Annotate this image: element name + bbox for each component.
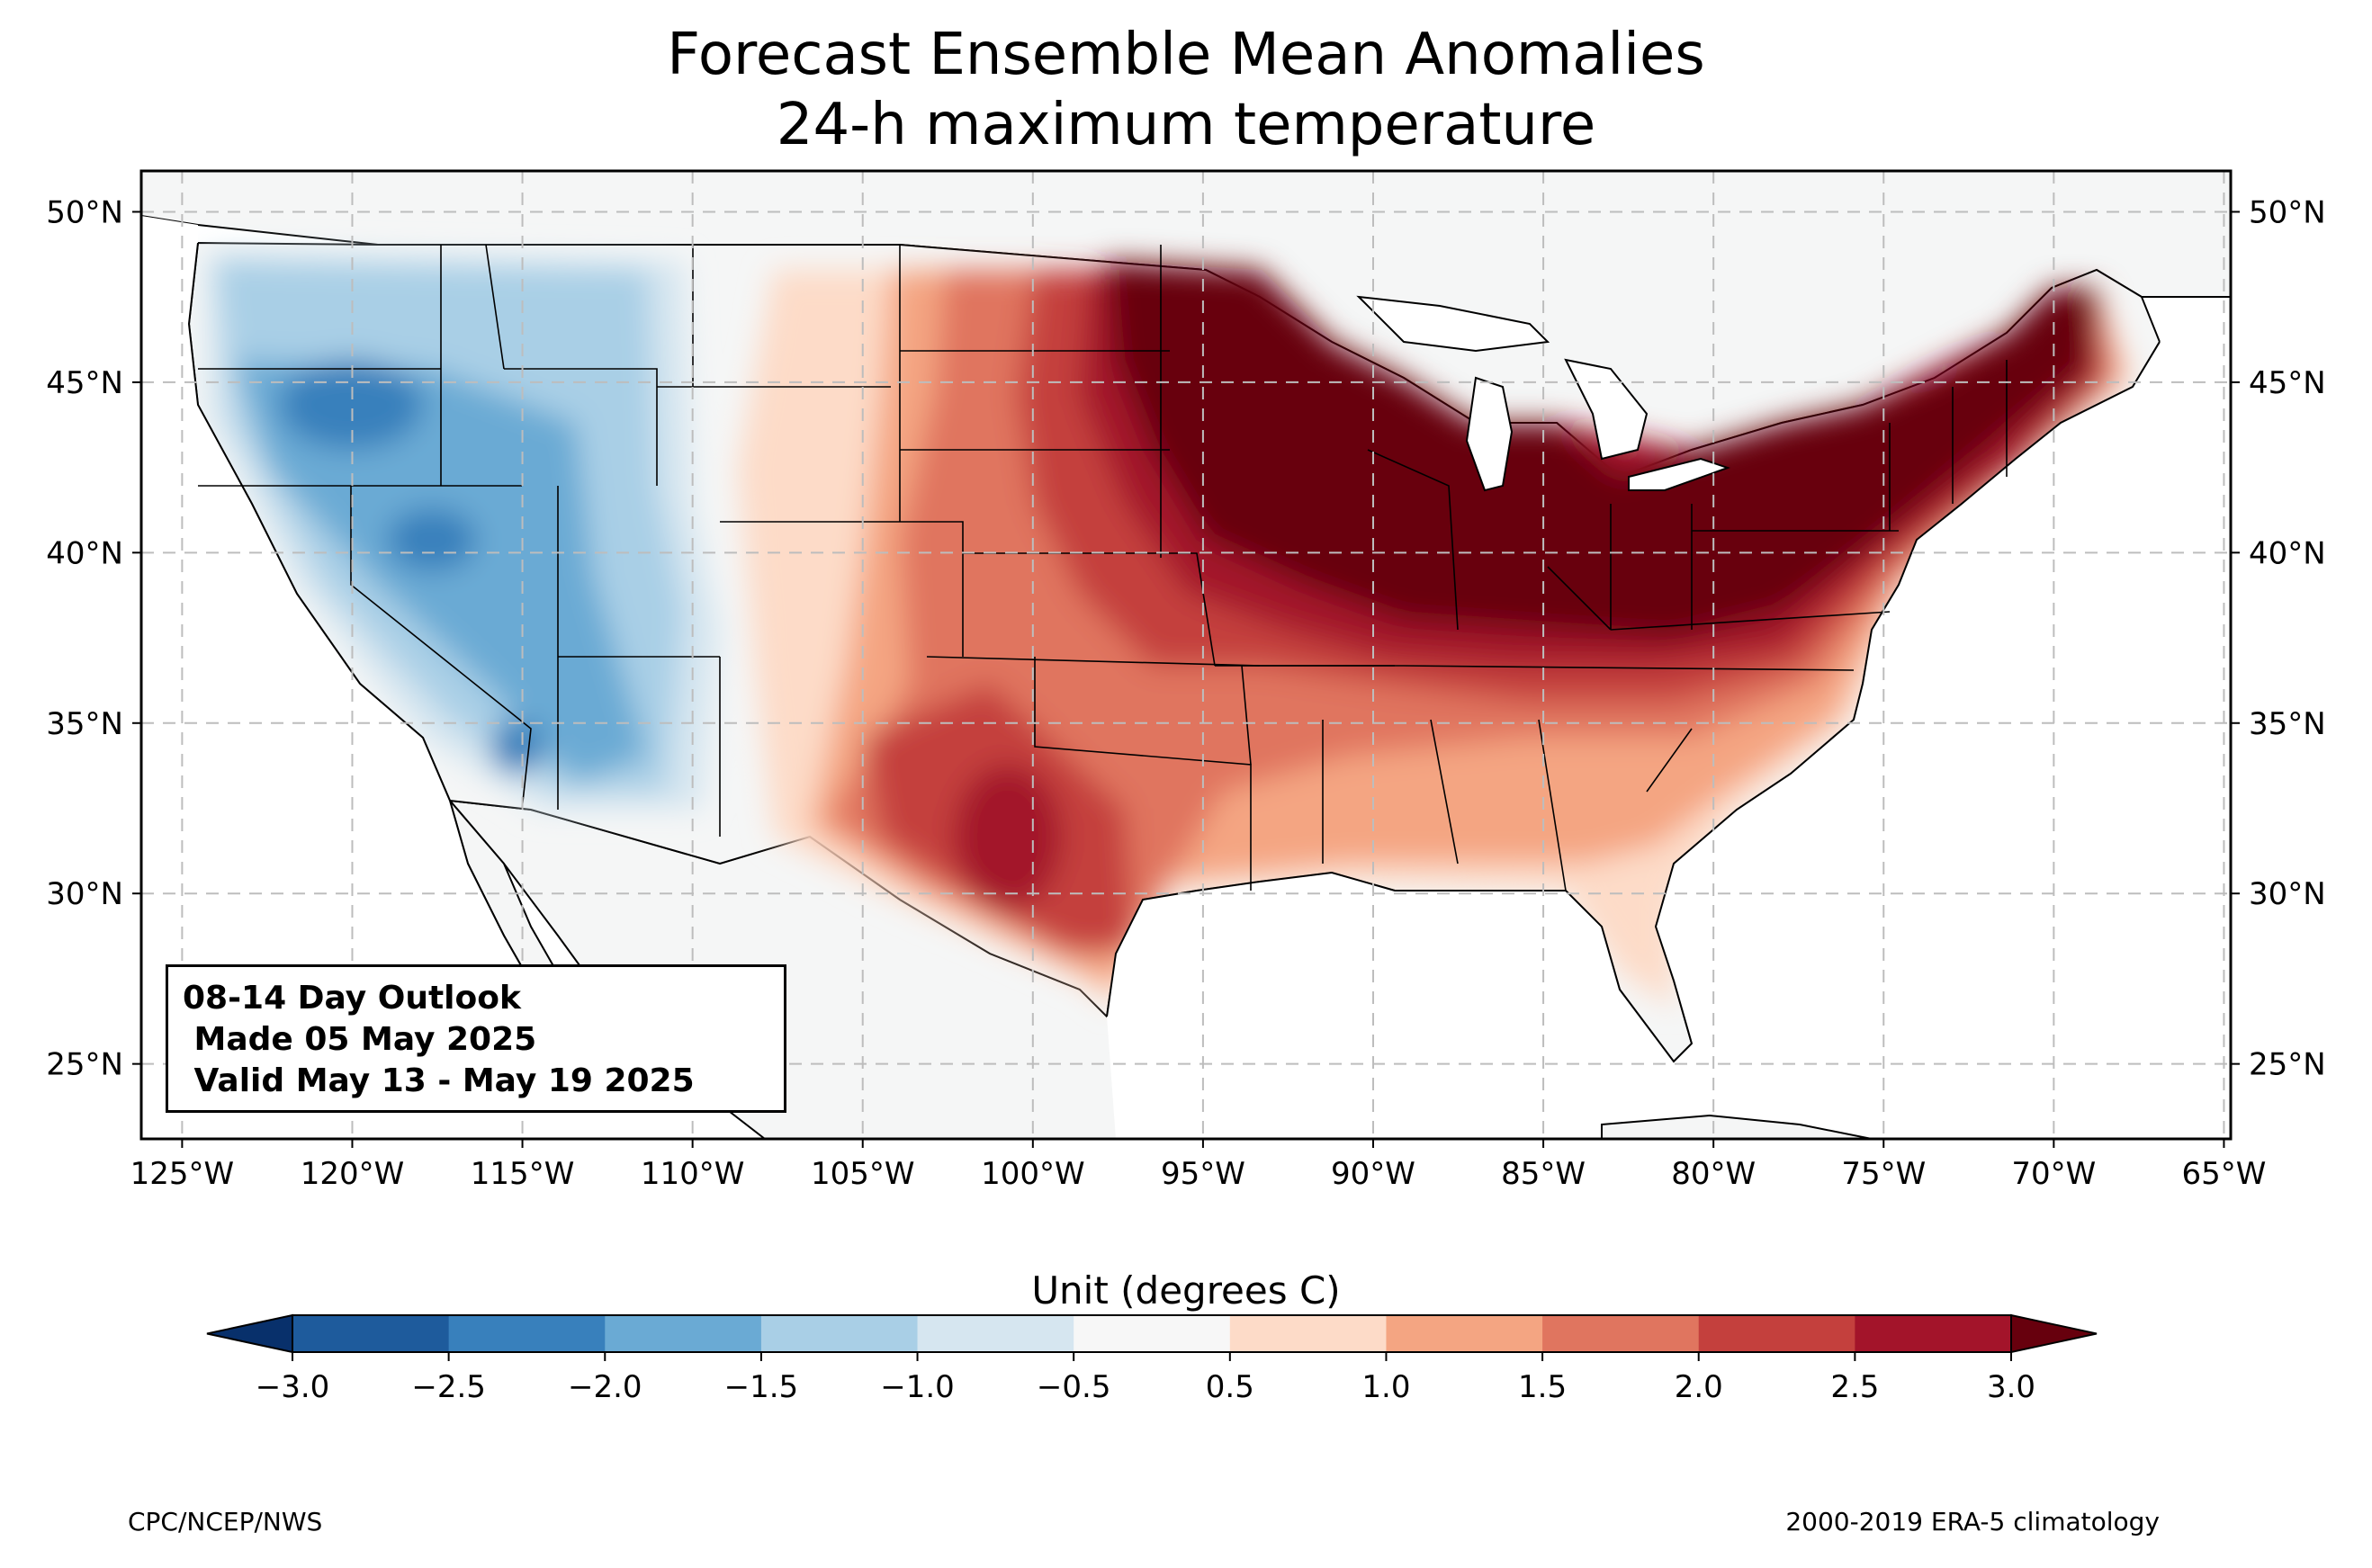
lon-tick-label: 125°W — [130, 1156, 235, 1192]
map-border — [139, 169, 2233, 1141]
colorbar-bin — [1229, 1315, 1387, 1352]
colorbar-tick-label: 3.0 — [1987, 1369, 2035, 1405]
great-lake-huron — [1564, 358, 1649, 461]
pacific-mask — [141, 216, 630, 1139]
lon-tick-label: 95°W — [1161, 1156, 1245, 1192]
colorbar-extend-max — [2010, 1313, 2098, 1354]
lat-tick-label-right: 30°N — [2249, 876, 2326, 912]
lon-tick-label: 75°W — [1841, 1156, 1926, 1192]
latitude-labels-right: 25°N 30°N 35°N 40°N 45°N 50°N — [2249, 194, 2326, 1082]
colorbar-tick-label: 2.5 — [1830, 1369, 1879, 1405]
lon-tick-label: 120°W — [301, 1156, 405, 1192]
lat-tick-label-right: 50°N — [2249, 194, 2326, 230]
colorbar-tick-label: 2.0 — [1675, 1369, 1723, 1405]
colorbar-tick-label: −1.0 — [880, 1369, 955, 1405]
lon-tick-label: 80°W — [1671, 1156, 1756, 1192]
colorbar-bin — [292, 1315, 450, 1352]
footer-climatology: 2000-2019 ERA-5 climatology — [1785, 1507, 2160, 1537]
outlook-period: 08-14 Day Outlook — [183, 980, 521, 1017]
anomaly-field — [207, 252, 2133, 1008]
colorbar-tick-labels: −3.0 −2.5 −2.0 −1.5 −1.0 −0.5 0.5 1.0 1.5 2.0 2.5 3… — [256, 1352, 2035, 1405]
footer-source: CPC/NCEP/NWS — [128, 1507, 323, 1537]
outlook-valid-range: Valid May 13 - May 19 2025 — [183, 1062, 695, 1099]
colorbar-tick-label: 0.5 — [1206, 1369, 1254, 1405]
colorbar-outline — [292, 1314, 2012, 1353]
lon-tick-label: 110°W — [641, 1156, 745, 1192]
atlantic-coastline — [1106, 341, 2161, 1063]
lon-tick-label: 105°W — [811, 1156, 915, 1192]
lon-tick-label: 90°W — [1331, 1156, 1415, 1192]
lat-tick-label-left: 50°N — [46, 194, 123, 230]
lon-tick-label: 100°W — [981, 1156, 1085, 1192]
longitude-labels: 125°W 120°W 115°W 110°W 105°W 100°W 95°W 90°W 85… — [130, 1156, 2267, 1192]
colorbar-tick-label: −3.0 — [256, 1369, 330, 1405]
lat-tick-label-left: 40°N — [46, 535, 123, 571]
title-line-1: Forecast Ensemble Mean Anomalies — [667, 22, 1705, 88]
map-gridlines — [141, 171, 2231, 1139]
colorbar-bin — [605, 1315, 762, 1352]
map-axis-ticks — [132, 211, 2240, 1148]
colorbar-tick-label: −1.5 — [724, 1369, 799, 1405]
colorbar-bin — [1386, 1315, 1543, 1352]
lat-tick-label-right: 35°N — [2249, 706, 2326, 742]
colorbar — [206, 1313, 2098, 1354]
great-lake-erie — [1628, 457, 1731, 491]
outlook-made-date: Made 05 May 2025 — [183, 1021, 537, 1058]
lat-tick-label-left: 35°N — [46, 706, 123, 742]
colorbar-tick-label: 1.0 — [1361, 1369, 1410, 1405]
colorbar-tick-label: 1.5 — [1518, 1369, 1567, 1405]
great-lake-michigan — [1465, 376, 1514, 492]
colorbar-tick-label: −2.5 — [411, 1369, 486, 1405]
colorbar-bin — [917, 1315, 1074, 1352]
lon-tick-label: 85°W — [1501, 1156, 1586, 1192]
lat-tick-label-right: 25°N — [2249, 1047, 2326, 1083]
lon-tick-label: 70°W — [2011, 1156, 2096, 1192]
colorbar-bin — [1855, 1315, 2012, 1352]
atlantic-mask — [1107, 297, 2231, 1139]
pacific-coastline — [187, 242, 577, 1035]
lat-tick-label-left: 25°N — [46, 1047, 123, 1083]
lon-tick-label: 65°W — [2181, 1156, 2266, 1192]
chart-title: Forecast Ensemble Mean Anomalies 24-h ma… — [0, 20, 2372, 160]
colorbar-title: Unit (degrees C) — [1031, 1268, 1341, 1313]
colorbar-bin — [448, 1315, 606, 1352]
colorbar-bin — [760, 1315, 919, 1352]
lat-tick-label-left: 30°N — [46, 876, 123, 912]
lat-tick-label-left: 45°N — [46, 365, 123, 401]
colorbar-bin — [1698, 1315, 1855, 1352]
map-plot-area — [139, 169, 2233, 1141]
lat-tick-label-right: 45°N — [2249, 365, 2326, 401]
outlook-info-box: 08-14 Day Outlook Made 05 May 2025 Valid… — [166, 964, 786, 1113]
colorbar-bin — [1542, 1315, 1700, 1352]
state-borders — [198, 244, 2008, 892]
colorbar-tick-label: −0.5 — [1037, 1369, 1111, 1405]
colorbar-extend-min — [206, 1313, 293, 1354]
colorbar-tick-label: −2.0 — [568, 1369, 642, 1405]
cuba-land-top — [1601, 1114, 1873, 1139]
lon-tick-label: 115°W — [471, 1156, 575, 1192]
colorbar-bin — [1074, 1315, 1231, 1352]
lat-tick-label-right: 40°N — [2249, 535, 2326, 571]
title-line-2: 24-h maximum temperature — [776, 92, 1596, 158]
great-lake-superior — [1356, 295, 1550, 353]
latitude-labels-left: 25°N 30°N 35°N 40°N 45°N 50°N — [46, 194, 123, 1082]
